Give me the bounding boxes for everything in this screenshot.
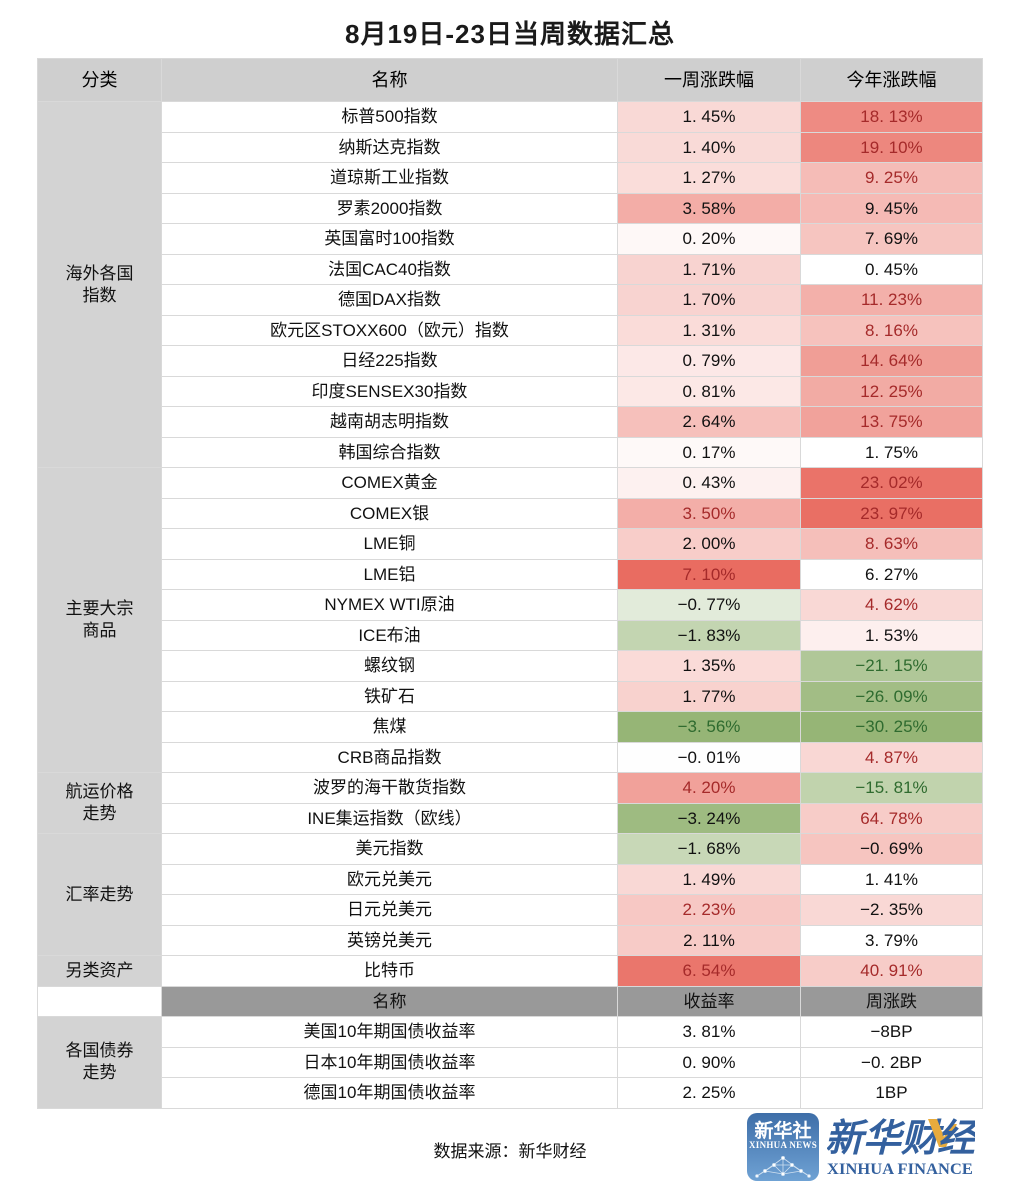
svg-text:XINHUA FINANCE: XINHUA FINANCE <box>827 1161 973 1178</box>
svg-text:经: 经 <box>937 1118 975 1160</box>
svg-text:新华社: 新华社 <box>754 1119 811 1142</box>
svg-text:新华: 新华 <box>827 1118 906 1160</box>
svg-text:XINHUA NEWS: XINHUA NEWS <box>749 1140 817 1150</box>
